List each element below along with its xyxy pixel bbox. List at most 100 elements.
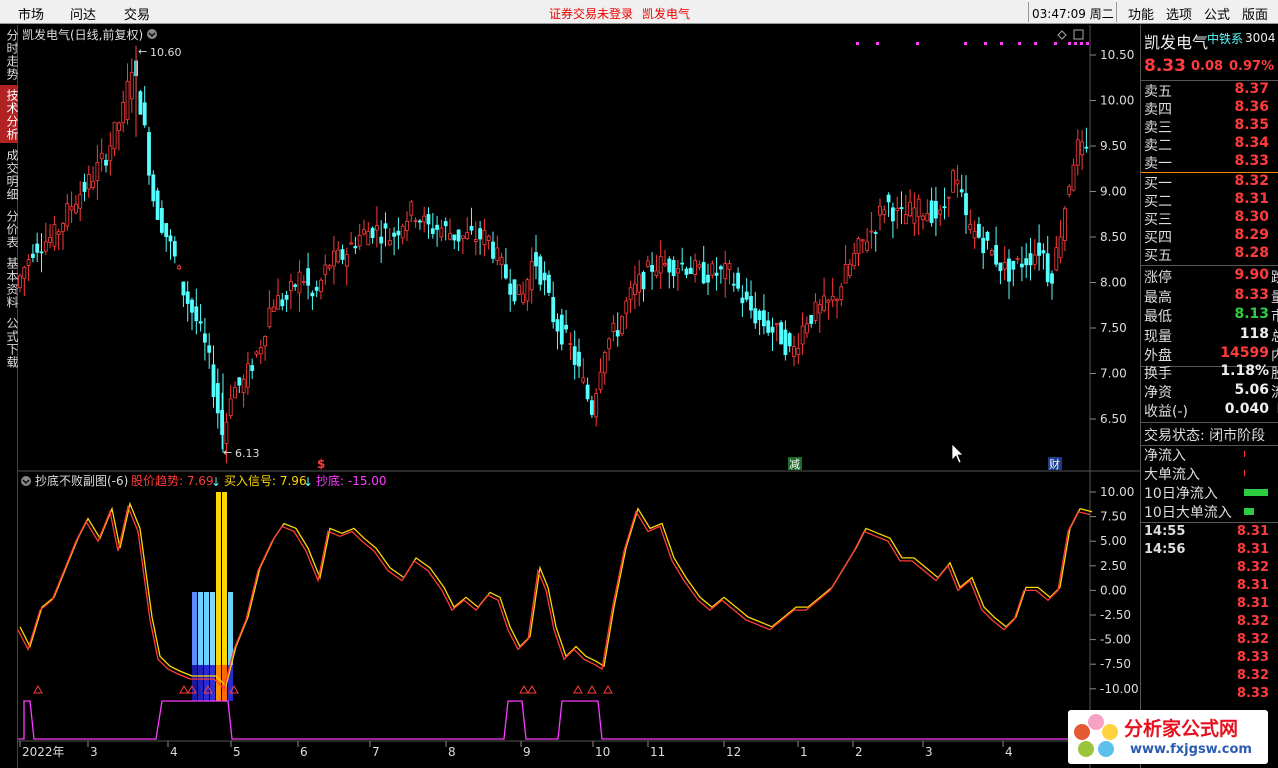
stat-item-value: 8.13 [1234, 306, 1269, 322]
tab-price-table[interactable]: 分价表 [5, 209, 19, 249]
marker-dollar[interactable]: $ [317, 457, 325, 471]
candle-body [839, 286, 844, 300]
marker-reduce[interactable]: 减 [789, 458, 800, 471]
candle-body [486, 235, 491, 241]
buy-level-value: 8.29 [1234, 227, 1269, 243]
chart-area[interactable]: 凯发电气(日线,前复权) 10.5010.009.509.008.508.007… [18, 25, 1140, 768]
sell-level[interactable]: 卖一 8.33 [1144, 153, 1278, 172]
signal-bar [216, 492, 221, 701]
chevron-down-icon[interactable] [21, 476, 31, 486]
candle-body [710, 263, 715, 276]
chevron-down-icon[interactable] [147, 29, 157, 39]
candle-body [865, 241, 869, 251]
stat-item[interactable]: 最低 8.13市 [1144, 306, 1278, 325]
stat-item[interactable]: 外盘 14599内 [1144, 345, 1278, 364]
triangle-marker [187, 684, 197, 694]
tab-intraday[interactable]: 分时走势 [5, 29, 19, 81]
low-price-arrow: ← [223, 446, 232, 459]
y-tick-label: 10.00 [1100, 94, 1134, 108]
signal-dot [1074, 42, 1077, 45]
main-chart-title: 凯发电气(日线,前复权) [22, 27, 143, 42]
tab-technical[interactable]: 技术分析 [0, 85, 19, 143]
current-price: 8.33 [1144, 56, 1186, 76]
candle-body [125, 80, 130, 120]
stat-item-label: 外盘 [1144, 348, 1172, 364]
diamond-icon[interactable] [1057, 30, 1067, 40]
tab-deals[interactable]: 成交明细 [5, 149, 19, 201]
candle-body [946, 196, 951, 199]
menu-trade[interactable]: 交易 [124, 8, 151, 23]
candle-body [26, 259, 31, 266]
buy-level[interactable]: 买二 8.31 [1144, 191, 1278, 210]
candle-body [306, 268, 311, 286]
candle-body [925, 212, 930, 222]
candle-body [43, 241, 48, 252]
menu-options[interactable]: 选项 [1166, 8, 1193, 23]
stat2-item[interactable]: 净资 5.06流 [1144, 382, 1278, 401]
candle-body [895, 207, 900, 211]
menu-wenda[interactable]: 问达 [70, 8, 97, 23]
candle-body [228, 398, 233, 417]
flow-item[interactable]: 10日净流入 [1144, 483, 1278, 502]
triangle-markers [33, 684, 613, 694]
candle-body [701, 262, 706, 284]
sell-level[interactable]: 卖四 8.36 [1144, 99, 1278, 118]
candle-body [796, 348, 801, 355]
stat-item-label: 涨停 [1144, 270, 1172, 286]
buy-level[interactable]: 买五 8.28 [1144, 245, 1278, 264]
tick-price: 8.31 [1236, 524, 1269, 539]
login-notice: 证券交易未登录 [549, 7, 634, 21]
buy-level-value: 8.28 [1234, 245, 1269, 261]
candle-body [680, 262, 685, 265]
candle-body [430, 228, 435, 234]
candle-body [624, 300, 629, 314]
candle-body [852, 252, 857, 267]
signal-dot [876, 42, 879, 45]
candle-body [817, 304, 822, 314]
y-tick-label: 6.50 [1100, 412, 1127, 426]
sell-level[interactable]: 卖三 8.35 [1144, 117, 1278, 136]
stat-item[interactable]: 现量 118总 [1144, 326, 1278, 345]
maximize-icon[interactable] [1073, 29, 1084, 40]
high-price-label: ← [138, 45, 147, 58]
candle-body [1028, 253, 1033, 266]
candle-body [331, 250, 336, 267]
x-tick-label: 9 [523, 745, 531, 759]
tab-fundamentals[interactable]: 基本资料 [5, 257, 19, 309]
flow-item[interactable]: 大单流入 [1144, 464, 1278, 483]
notice-stock-name: 凯发电气 [642, 7, 691, 21]
menu-layout[interactable]: 版面 [1242, 8, 1269, 23]
candle-body [934, 200, 938, 219]
sell-level[interactable]: 卖五 8.37 [1144, 81, 1278, 100]
tab-formula-download[interactable]: 公式下载 [5, 317, 19, 369]
candle-body [198, 321, 203, 324]
candle-body [676, 268, 680, 274]
marker-finance[interactable]: 财 [1049, 457, 1060, 471]
sell-level[interactable]: 卖二 8.34 [1144, 135, 1278, 154]
tick-time: 14:55 [1144, 524, 1186, 539]
stat-item-label: 最高 [1144, 289, 1172, 306]
candle-body [555, 319, 560, 332]
candle-body [426, 214, 431, 225]
stat-item[interactable]: 最高 8.33量 [1144, 287, 1278, 306]
stat2-item[interactable]: 收益(-) 0.040 P [1144, 401, 1278, 420]
menu-market[interactable]: 市场 [18, 8, 45, 23]
buy-level[interactable]: 买四 8.29 [1144, 227, 1278, 246]
buy-level[interactable]: 买一 8.32 [1144, 173, 1278, 192]
signal-bar [192, 592, 197, 701]
flow-item[interactable]: 10日大单流入 [1144, 502, 1278, 521]
low-price-value: 6.13 [235, 447, 260, 460]
watermark-logo: 分析家公式网 www.fxjgsw.com [1068, 710, 1268, 764]
flow-item[interactable]: 净流入 [1144, 445, 1278, 464]
x-tick-label: 7 [372, 745, 380, 759]
menu-formula[interactable]: 公式 [1204, 8, 1231, 23]
menu-function[interactable]: 功能 [1128, 8, 1155, 23]
candle-body [69, 206, 74, 211]
stat-item[interactable]: 涨停 9.90跌 [1144, 267, 1278, 286]
candle-body [899, 207, 904, 210]
buy-level[interactable]: 买三 8.30 [1144, 209, 1278, 228]
trade-status: 交易状态: 闭市阶段 [1144, 428, 1266, 444]
stat2-item[interactable]: 换手 1.18%股 [1144, 363, 1278, 382]
candle-body [878, 205, 882, 216]
trend-indicator-label: 股价趋势: 7.69 [131, 474, 214, 488]
